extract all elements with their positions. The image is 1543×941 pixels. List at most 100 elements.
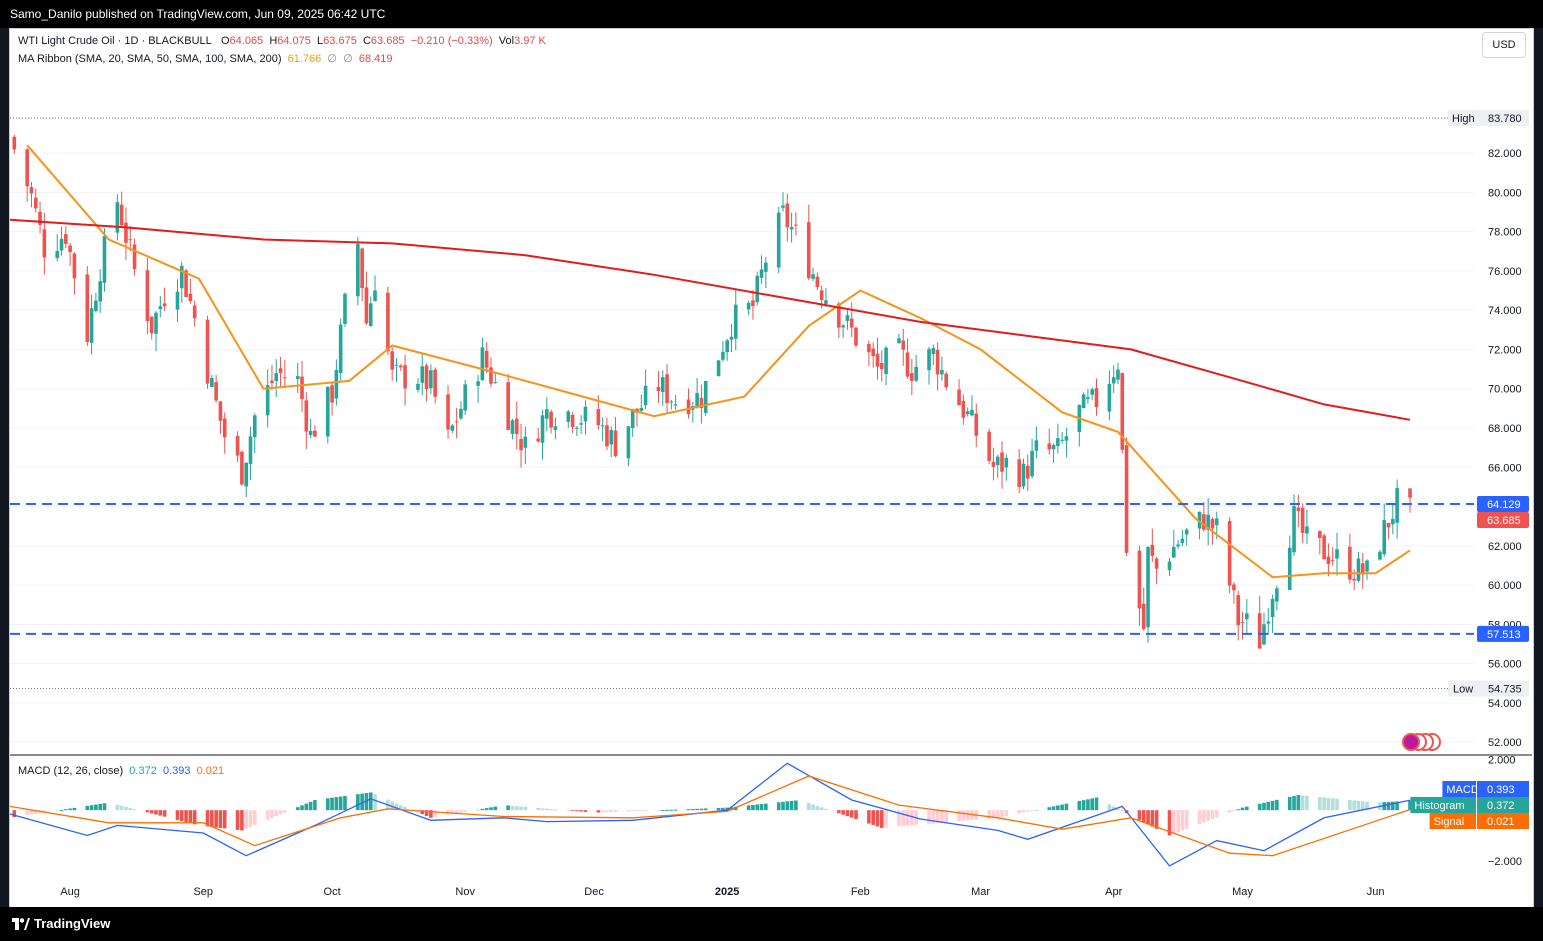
macd-histogram-bar	[824, 808, 828, 811]
candle-body	[965, 411, 970, 415]
macd-hist-value: 0.372	[129, 765, 157, 777]
macd-tag-value-bg	[1477, 813, 1529, 829]
candle-body	[1081, 394, 1086, 409]
macd-histogram-bar	[394, 803, 399, 811]
candle-body	[639, 407, 644, 411]
macd-tag-label: Histogram	[1414, 800, 1464, 812]
candle-body	[991, 461, 996, 467]
candle-body	[729, 336, 734, 340]
macd-histogram-bar	[1318, 797, 1322, 811]
macd-histogram-bar	[1081, 800, 1086, 811]
macd-histogram-bar	[265, 810, 270, 820]
candle-body	[29, 187, 34, 194]
macd-histogram-bar	[910, 810, 914, 826]
macd-histogram-bar	[313, 800, 317, 811]
macd-histogram-bar	[875, 810, 880, 827]
macd-pane: MACD 0.393 Histogram 0.372 Signal 0.021	[9, 762, 1529, 867]
candle-body	[1326, 556, 1331, 565]
candle-body	[626, 426, 631, 459]
candle-body	[356, 243, 360, 297]
candle-body	[1330, 560, 1335, 562]
candle-body	[85, 274, 90, 342]
macd-histogram-bar	[192, 810, 197, 825]
candle-body	[1017, 459, 1022, 488]
candle-body	[304, 400, 309, 432]
macd-tag-value: 0.372	[1487, 800, 1515, 812]
candle-body	[776, 212, 781, 268]
price-tick-label: 66.000	[1488, 462, 1522, 474]
macd-histogram-bar	[1352, 800, 1356, 811]
candle-body	[270, 380, 274, 383]
candle-body	[695, 393, 699, 408]
candle-body	[94, 300, 98, 311]
macd-histogram-bar	[794, 800, 798, 811]
candle-body	[961, 400, 966, 418]
macd-histogram-bar	[1056, 805, 1060, 811]
candle-body	[1408, 488, 1412, 498]
candle-body	[794, 224, 798, 226]
candle-body	[854, 327, 858, 346]
candle-body	[759, 269, 764, 278]
macd-histogram-bar	[1034, 809, 1039, 811]
currency-button[interactable]: USD	[1482, 32, 1526, 58]
macd-histogram-bar	[1172, 810, 1176, 834]
candle-body	[33, 197, 38, 209]
candle-body	[510, 420, 515, 434]
candle-body	[373, 290, 377, 302]
macd-histogram-bar	[218, 810, 223, 828]
macd-histogram-bar	[854, 810, 858, 820]
macd-histogram-bar	[1356, 800, 1361, 811]
macd-histogram-bar	[635, 810, 639, 812]
macd-histogram-bar	[965, 810, 970, 821]
macd-histogram-bar	[600, 810, 605, 813]
macd-histogram-bar	[184, 810, 188, 823]
candle-body	[1210, 519, 1215, 529]
candle-body	[1305, 526, 1309, 534]
macd-histogram-bar	[1395, 801, 1399, 811]
low-label: Low	[1453, 683, 1473, 695]
candle-body	[1236, 595, 1241, 626]
macd-histogram-bar	[42, 810, 47, 813]
macd-histogram-bar	[132, 809, 137, 811]
price-axis[interactable]: 52.00054.00056.00058.00060.00062.00064.0…	[1488, 148, 1522, 868]
macd-histogram-bar	[124, 806, 128, 811]
macd-histogram-bar	[716, 807, 721, 811]
candle-body	[1227, 521, 1232, 586]
price-tick-label: 54.000	[1488, 698, 1522, 710]
macd-histogram-bar	[295, 807, 300, 811]
candle-body	[1172, 546, 1176, 558]
candle-body	[480, 347, 485, 381]
macd-histogram-bar	[149, 810, 154, 814]
candle-body	[360, 248, 364, 288]
open-label: O	[220, 35, 230, 47]
macd-tag-label-bg	[1410, 797, 1476, 813]
tradingview-logo-icon	[12, 918, 30, 930]
macd-histogram-bar	[596, 810, 601, 813]
candle-body	[64, 234, 68, 244]
macd-histogram-bar	[1146, 810, 1150, 825]
macd-histogram-bar	[1408, 800, 1412, 811]
candle-body	[192, 305, 197, 319]
candle-body	[1047, 443, 1052, 450]
macd-histogram-bar	[429, 810, 433, 818]
macd-histogram-bar	[1210, 810, 1215, 820]
candle-body	[184, 270, 188, 298]
candle-body	[265, 385, 270, 416]
candle-body	[974, 413, 979, 436]
macd-histogram-bar	[703, 808, 708, 811]
candle-body	[98, 281, 102, 302]
time-axis[interactable]: Aug Sep Oct Nov Dec 2025 Feb Mar Apr May Jun	[60, 886, 1384, 898]
macd-histogram-bar	[1202, 810, 1206, 823]
candle-body	[1167, 561, 1172, 571]
macd-histogram-bar	[1262, 802, 1266, 811]
candle-body	[1180, 538, 1185, 543]
macd-histogram-bar	[940, 810, 944, 823]
candle-body	[283, 377, 287, 379]
candle-body	[1184, 529, 1189, 535]
macd-histogram-bar	[613, 810, 618, 812]
candle-body	[837, 303, 841, 328]
macd-histogram-bar	[540, 808, 545, 811]
candle-body	[145, 270, 150, 322]
candle-body	[570, 414, 575, 428]
